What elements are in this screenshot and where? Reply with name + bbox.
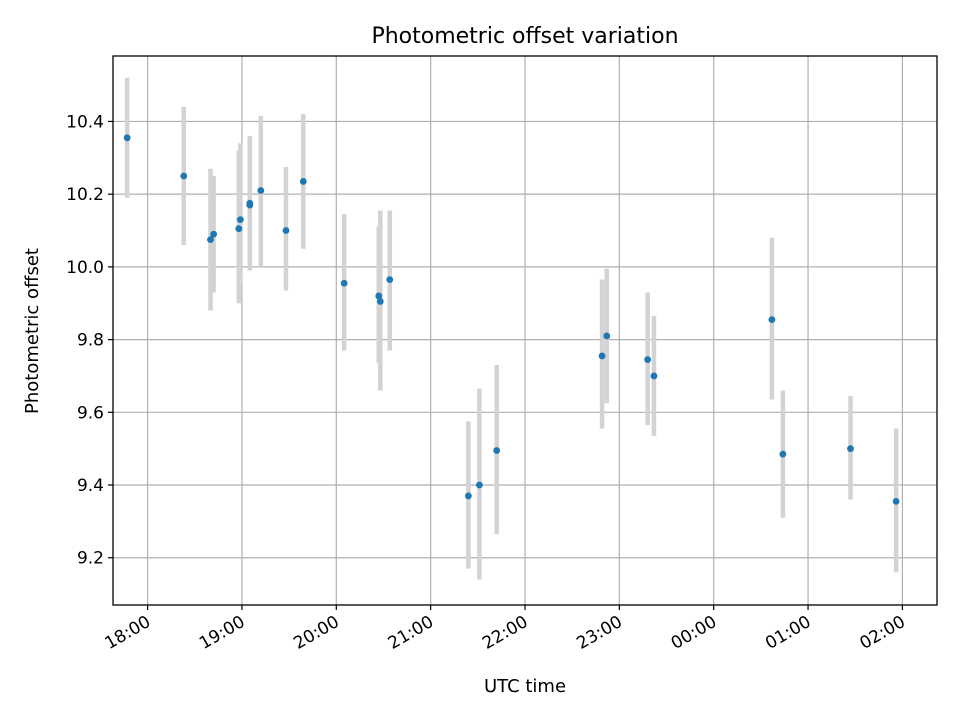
x-tick-label: 23:00	[573, 612, 625, 654]
x-tick-label: 18:00	[102, 612, 154, 654]
chart-title: Photometric offset variation	[371, 24, 678, 49]
y-tick-label: 9.4	[77, 476, 104, 496]
y-axis-label: Photometric offset	[22, 248, 43, 414]
y-tick-label: 9.6	[77, 403, 104, 423]
data-point	[340, 279, 348, 287]
data-point	[475, 481, 483, 489]
data-point	[847, 445, 854, 453]
data-point	[464, 492, 472, 500]
data-point	[282, 227, 290, 234]
data-point	[376, 298, 384, 305]
y-tick-label: 9.2	[77, 549, 104, 569]
data-point	[892, 497, 900, 505]
grid-lines	[113, 56, 937, 605]
data-point	[236, 216, 244, 224]
data-point	[650, 372, 658, 380]
x-tick-label: 01:00	[762, 612, 814, 654]
data-point	[598, 352, 606, 360]
data-point	[180, 172, 188, 180]
data-point	[386, 276, 394, 283]
x-tick-label: 21:00	[385, 612, 437, 654]
data-point	[210, 230, 218, 238]
data-point	[299, 178, 307, 185]
y-tick-label: 9.8	[77, 331, 104, 351]
data-point	[123, 134, 131, 142]
y-tick-label: 10.4	[66, 112, 104, 132]
data-point	[235, 225, 243, 233]
x-tick-label: 02:00	[856, 612, 908, 654]
data-point	[768, 316, 776, 323]
data-point	[779, 450, 787, 458]
y-tick-label: 10.0	[66, 258, 104, 278]
data-point	[207, 236, 214, 244]
data-point	[644, 356, 652, 363]
data-point	[246, 199, 254, 207]
data-point	[257, 187, 265, 194]
x-axis-label: UTC time	[484, 676, 566, 697]
x-tick-label: 19:00	[196, 612, 248, 654]
data-point	[493, 447, 501, 454]
data-points	[123, 134, 900, 505]
x-tick-label: 00:00	[668, 612, 720, 654]
x-tick-label: 22:00	[479, 612, 531, 654]
x-tick-label: 20:00	[290, 612, 342, 654]
y-tick-label: 10.2	[66, 185, 104, 205]
data-point	[375, 292, 383, 300]
data-point	[603, 332, 611, 340]
